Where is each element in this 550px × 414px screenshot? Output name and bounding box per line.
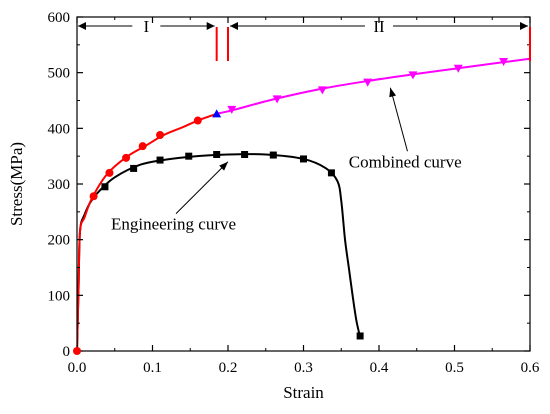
engineering-point — [327, 169, 335, 177]
y-tick-label: 300 — [48, 177, 71, 193]
combined-magenta-point — [499, 58, 509, 67]
engineering-point — [269, 151, 277, 159]
region-arrowhead-left — [230, 22, 238, 31]
annotation-arrowhead — [219, 161, 228, 171]
region-arrowhead-left — [78, 22, 86, 31]
y-tick-label: 200 — [48, 233, 71, 249]
y-tick-label: 100 — [48, 288, 71, 304]
combined-red-point — [193, 116, 202, 125]
region-label: I — [144, 17, 150, 36]
combined-magenta-point — [272, 95, 282, 104]
transition-point — [212, 109, 222, 118]
data-layer — [77, 57, 530, 351]
engineering-point — [356, 332, 364, 340]
combined-red-point — [122, 153, 131, 162]
combined_magenta-line — [216, 57, 530, 115]
engineering-point — [130, 164, 138, 172]
x-tick-label: 0.3 — [294, 360, 313, 376]
x-axis-label: Strain — [283, 383, 324, 402]
engineering-line — [77, 153, 362, 351]
x-tick-label: 0.4 — [370, 360, 389, 376]
engineering-point — [241, 150, 249, 158]
y-tick-label: 600 — [48, 10, 71, 26]
combined-magenta-point — [317, 86, 327, 95]
annotation-arrow — [389, 87, 408, 152]
combined-red-point — [73, 347, 81, 355]
region-label: II — [373, 17, 385, 36]
y-axis-label: Stress(MPa) — [7, 142, 26, 226]
combined-red-point — [89, 192, 98, 201]
combined-magenta-point — [227, 105, 237, 114]
combined_red-line — [77, 112, 218, 351]
engineering-point — [101, 183, 109, 191]
combined-red-point — [105, 168, 114, 177]
x-tick-label: 0.0 — [68, 360, 87, 376]
x-tick-label: 0.6 — [521, 360, 540, 376]
engineering-point — [213, 150, 221, 158]
region-arrowhead-right — [520, 22, 528, 31]
combined-red-point — [156, 131, 165, 140]
combined-red-point — [138, 142, 147, 151]
x-tick-label: 0.1 — [143, 360, 162, 376]
region-arrowhead-right — [206, 22, 215, 31]
y-tick-label: 500 — [48, 66, 71, 82]
combined-magenta-point — [363, 78, 373, 87]
x-tick-label: 0.5 — [445, 360, 464, 376]
combined-magenta-point — [453, 64, 463, 73]
annotation-label: Combined curve — [349, 152, 462, 171]
marker-layer — [73, 58, 509, 355]
engineering-point — [185, 152, 193, 160]
annotation-arrowhead — [389, 87, 397, 98]
annotation-label: Engineering curve — [111, 215, 236, 234]
y-tick-label: 400 — [48, 121, 71, 137]
y-tick-label: 0 — [63, 344, 71, 360]
engineering-point — [300, 155, 307, 163]
x-tick-label: 0.2 — [219, 360, 238, 376]
annotation-arrow — [175, 161, 229, 215]
axis-layer: 0.0 0.1 0.2 0.3 0.4 0.5 0.6 0 100 200 300 400 500 600 — [48, 10, 540, 376]
combined-magenta-point — [408, 71, 418, 80]
engineering-point — [156, 156, 164, 164]
